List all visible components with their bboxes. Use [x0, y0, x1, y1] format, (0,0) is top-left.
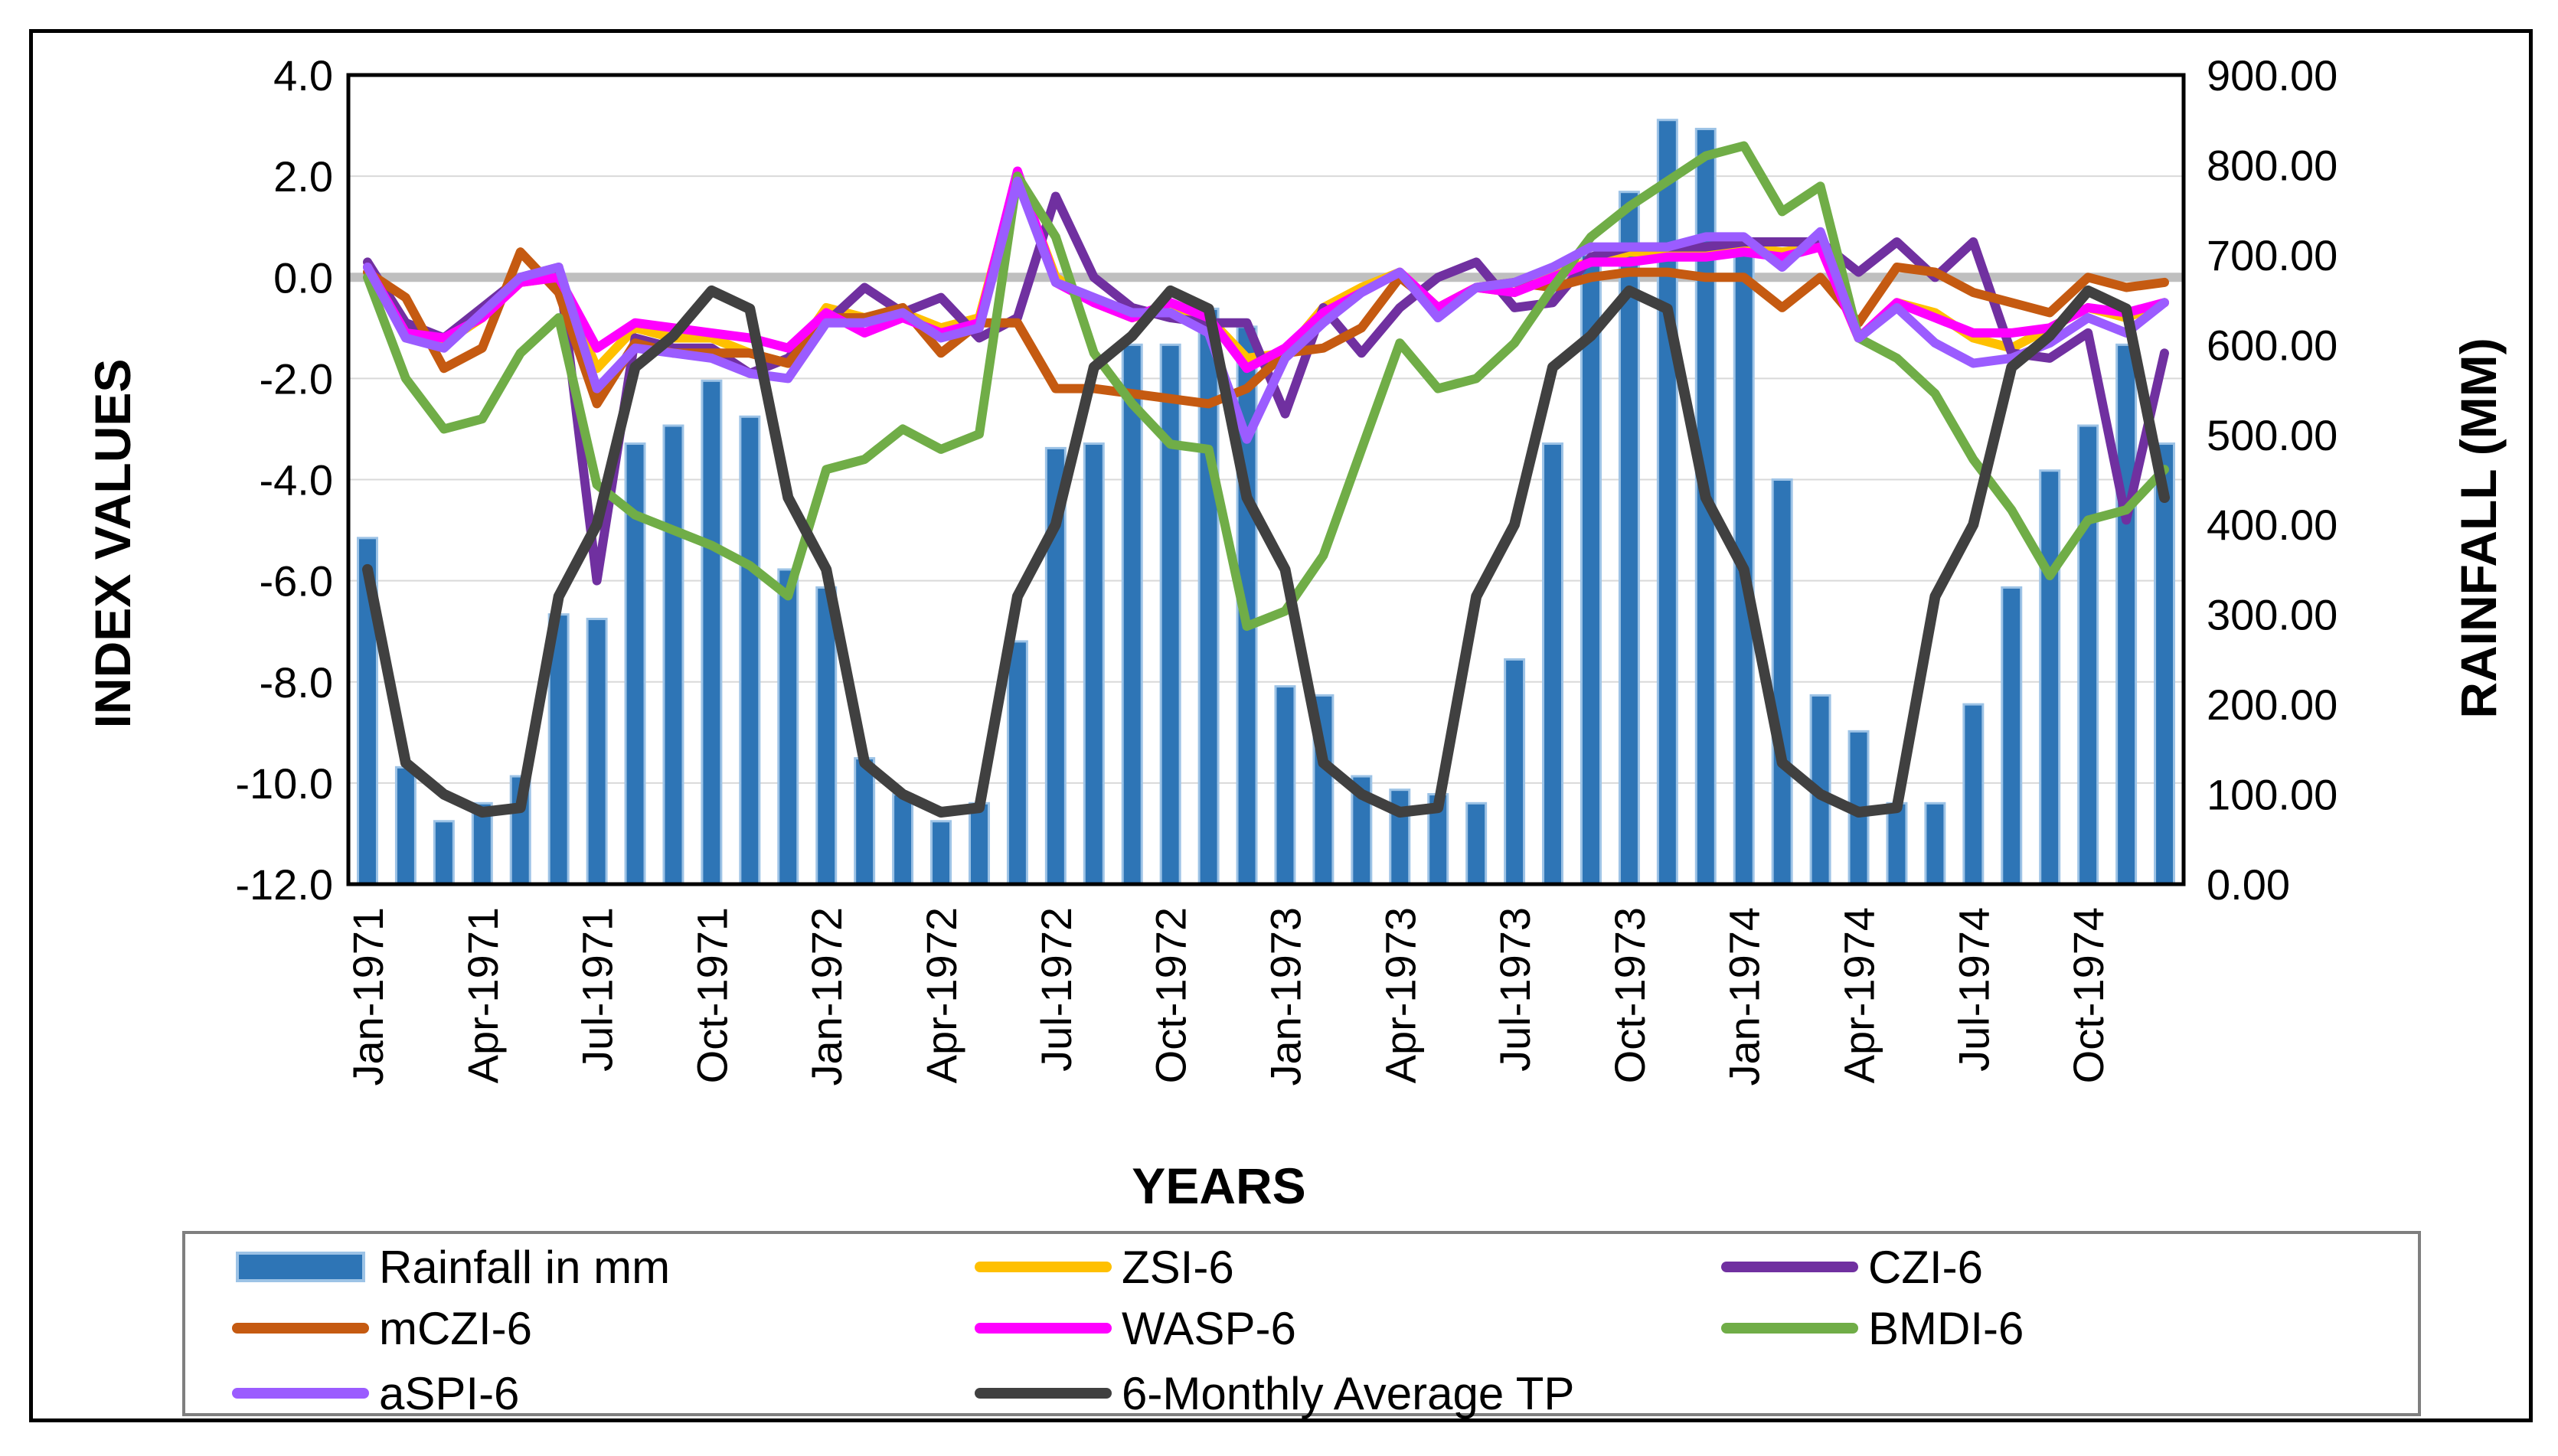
- legend-box: [182, 1231, 2421, 1416]
- x-tick-label: Jan-1971: [344, 907, 392, 1086]
- legend-label: 6-Monthly Average TP: [1122, 1368, 1574, 1419]
- x-tick-label: Jul-1974: [1949, 907, 1998, 1072]
- x-tick-label: Apr-1972: [917, 907, 965, 1083]
- rainfall-bar: [433, 820, 455, 886]
- legend-label: ZSI-6: [1122, 1242, 1234, 1293]
- x-tick-label: Jan-1972: [802, 907, 851, 1086]
- legend-label: Rainfall in mm: [379, 1242, 670, 1293]
- x-tick-label: Apr-1974: [1835, 907, 1883, 1083]
- legend: Rainfall in mm ZSI-6 CZI-6 mCZI-6 WASP-6 BMDI…: [182, 1231, 2421, 1419]
- rainfall-bar: [739, 415, 761, 886]
- legend-label: BMDI-6: [1868, 1303, 2024, 1354]
- y-left-tick-label: -10.0: [235, 759, 333, 808]
- rainfall-bar: [1771, 478, 1793, 886]
- rainfall-bar: [2077, 424, 2099, 886]
- rainfall-bar: [777, 568, 799, 886]
- rainfall-bar: [1083, 442, 1105, 886]
- y-right-tick-label: 100.00: [2207, 771, 2337, 819]
- x-tick-label: Jan-1974: [1720, 907, 1769, 1086]
- rainfall-bar: [586, 618, 608, 886]
- x-tick-label: Jul-1971: [573, 907, 622, 1072]
- axes: 4.0 2.0 0.0 -2.0 -4.0 -6.0 -8.0 -10.0 -12.0 900.0…: [235, 51, 2337, 1086]
- legend-label: CZI-6: [1868, 1242, 1983, 1293]
- rainfall-bar: [815, 586, 838, 886]
- x-tick-label: Oct-1973: [1606, 907, 1654, 1083]
- series-line-aspi-6: [363, 176, 2169, 444]
- x-tick-label: Jul-1973: [1491, 907, 1539, 1072]
- rainfall-bar: [701, 379, 723, 886]
- y-axis-left-title: INDEX VALUES: [84, 359, 141, 729]
- rainfall-bar: [854, 757, 876, 886]
- y-left-tick-label: -2.0: [260, 354, 334, 403]
- rainfall-bar: [1886, 801, 1908, 886]
- x-tick-label: Oct-1972: [1147, 907, 1195, 1083]
- legend-label: aSPI-6: [379, 1368, 519, 1419]
- rainfall-bar: [1197, 307, 1220, 886]
- rainfall-bar: [1006, 640, 1028, 886]
- y-right-tick-label: 300.00: [2207, 591, 2337, 639]
- y-right-tick-label: 900.00: [2207, 51, 2337, 100]
- rainfall-bar: [1656, 119, 1678, 886]
- x-tick-label: Jul-1972: [1032, 907, 1080, 1072]
- y-right-tick-label: 500.00: [2207, 411, 2337, 459]
- y-left-tick-label: 4.0: [273, 51, 333, 100]
- rainfall-bar: [1159, 343, 1181, 886]
- rainfall-bar: [2039, 469, 2061, 886]
- rainfall-bar: [968, 801, 990, 886]
- y-right-tick-label: 200.00: [2207, 681, 2337, 729]
- x-axis-title: YEARS: [1132, 1157, 1305, 1214]
- rainfall-bar: [1465, 801, 1488, 886]
- y-right-tick-label: 0.00: [2207, 860, 2290, 909]
- rainfall-bar: [2154, 442, 2176, 886]
- rainfall-bar: [1924, 801, 1946, 886]
- y-left-tick-label: -8.0: [260, 658, 334, 707]
- y-left-tick-label: -12.0: [235, 860, 333, 909]
- rainfall-bar: [547, 613, 570, 886]
- y-left-tick-label: 2.0: [273, 152, 333, 201]
- rainfall-bar: [2001, 586, 2023, 886]
- rainfall-bar: [1504, 658, 1526, 886]
- y-axis-right-title: RAINFALL (MM): [2450, 338, 2507, 718]
- rainfall-bar: [1121, 343, 1143, 886]
- rainfall-bar: [930, 820, 952, 886]
- y-right-tick-label: 800.00: [2207, 141, 2337, 189]
- series-line-bmdi-6: [363, 141, 2169, 632]
- legend-swatch-rainfall: [236, 1252, 365, 1282]
- rainfall-bars: [356, 119, 2176, 886]
- legend-label: mCZI-6: [379, 1303, 532, 1354]
- y-left-tick-label: -6.0: [260, 557, 334, 606]
- y-left-tick-label: 0.0: [273, 253, 333, 302]
- series-line-6-monthly-average-tp: [362, 285, 2170, 818]
- x-tick-label: Apr-1973: [1376, 907, 1424, 1083]
- y-right-tick-label: 400.00: [2207, 501, 2337, 549]
- x-tick-label: Jan-1973: [1261, 907, 1309, 1086]
- rainfall-bar: [662, 424, 684, 886]
- rainfall-bar: [1542, 442, 1564, 886]
- rainfall-bar: [892, 793, 914, 886]
- legend-label: WASP-6: [1122, 1303, 1296, 1354]
- x-tick-label: Apr-1971: [459, 907, 507, 1083]
- x-tick-label: Oct-1974: [2064, 907, 2112, 1083]
- y-right-tick-label: 700.00: [2207, 231, 2337, 279]
- x-tick-label: Oct-1971: [688, 907, 736, 1083]
- plot-border: [346, 73, 2186, 886]
- rainfall-bar: [1962, 703, 1985, 886]
- rainfall-bar: [1274, 685, 1296, 886]
- rainfall-bar: [394, 766, 417, 886]
- rainfall-bar: [2115, 343, 2138, 886]
- index-lines: [362, 141, 2170, 818]
- y-right-tick-label: 600.00: [2207, 321, 2337, 369]
- y-left-tick-label: -4.0: [260, 456, 334, 504]
- rainfall-bar: [1580, 253, 1602, 886]
